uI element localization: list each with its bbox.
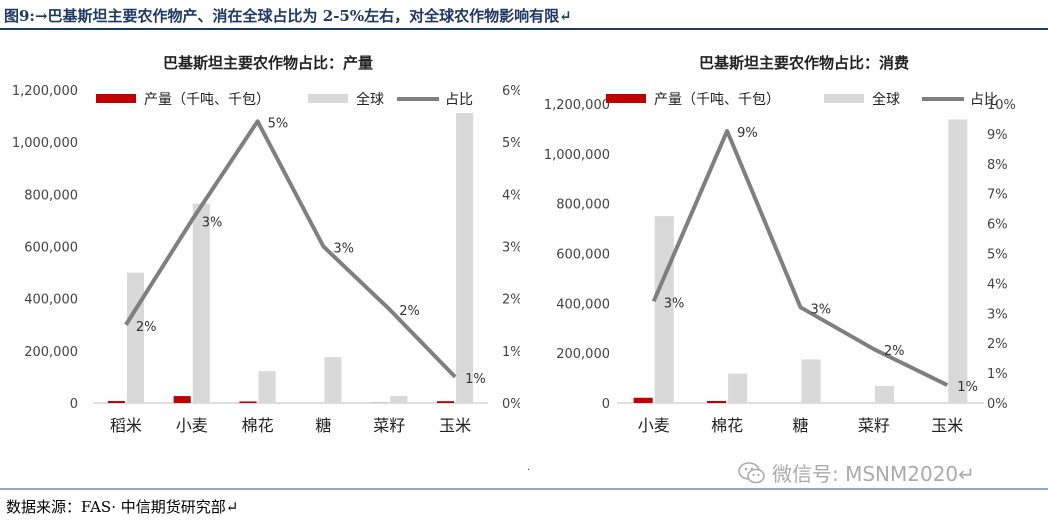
global-bar: [801, 359, 821, 403]
share-data-label: 3%: [811, 302, 832, 317]
left-axis-tick-label: 800,000: [24, 188, 78, 203]
category-label: 棉花: [711, 416, 743, 435]
category-label: 糖: [315, 416, 331, 435]
figure-title: 图9:→巴基斯坦主要农作物产、消在全球占比为 2-5%左右，对全球农作物影响有限…: [4, 7, 572, 25]
category-label: 小麦: [176, 416, 208, 435]
stray-dot: .: [527, 462, 531, 473]
global-bar: [192, 203, 210, 403]
left-axis-tick-label: 400,000: [556, 297, 610, 312]
production-share-chart: 巴基斯坦主要农作物占比：产量 0 200,000 400,000 600,000 800,…: [12, 54, 520, 435]
legend-label: 产量（千吨、千包）: [654, 92, 780, 108]
source-note: 数据来源：FAS· 中信期货研究部↵: [6, 498, 239, 516]
share-line: [124, 119, 457, 379]
category-label: 玉米: [439, 416, 471, 435]
right-axis-tick-label: 9%: [987, 128, 1008, 143]
legend-swatch: [96, 94, 136, 103]
share-data-label: 5%: [268, 116, 289, 131]
share-data-label: 9%: [737, 126, 758, 141]
watermark: 微信号: MSNM2020↵: [738, 458, 975, 487]
left-axis-tick-label: 200,000: [24, 345, 78, 360]
right-axis-tick-label: 10%: [987, 98, 1016, 113]
production-bar: [107, 401, 125, 403]
left-axis-tick-label: 800,000: [556, 198, 610, 213]
share-data-label: 2%: [884, 344, 905, 359]
right-axis-tick-label: 1%: [502, 345, 520, 360]
production-bar: [239, 401, 257, 403]
left-axis-tick-label: 1,200,000: [12, 84, 78, 99]
right-axis-tick-label: 2%: [502, 293, 520, 308]
share-data-label: 3%: [202, 215, 223, 230]
left-axis-tick-label: 1,200,000: [544, 98, 610, 113]
share-data-label: 2%: [136, 320, 157, 335]
global-bar: [948, 119, 968, 403]
production-bar: [173, 396, 191, 403]
legend-swatch: [824, 94, 864, 103]
share-data-label: 1%: [465, 372, 486, 387]
share-data-label: 3%: [333, 242, 354, 257]
right-axis-tick-label: 1%: [987, 367, 1008, 382]
consumption-share-chart: 巴基斯坦主要农作物占比：消费 0 200,000 400,000 600,000 800,…: [544, 54, 1016, 435]
legend-swatch: [606, 94, 646, 103]
right-axis-tick-label: 5%: [502, 136, 520, 151]
right-axis-tick-label: 3%: [987, 307, 1008, 322]
right-axis-tick-label: 0%: [502, 397, 520, 412]
production-bar: [707, 401, 727, 403]
global-bar: [456, 112, 474, 403]
category-label: 小麦: [638, 416, 670, 435]
left-axis-tick-label: 400,000: [24, 293, 78, 308]
global-bar: [874, 386, 894, 403]
legend-label: 全球: [872, 91, 900, 108]
right-axis-tick-label: 8%: [987, 158, 1008, 173]
legend-label: 占比: [970, 92, 998, 108]
left-axis-tick-label: 0: [70, 397, 78, 412]
footer-divider: [0, 488, 1048, 490]
global-bar: [126, 272, 145, 403]
figure-header: 图9:→巴基斯坦主要农作物产、消在全球占比为 2-5%左右，对全球农作物影响有限…: [0, 0, 1048, 30]
share-data-label: 2%: [399, 304, 420, 319]
right-axis-tick-label: 4%: [502, 188, 520, 203]
share-data-label: 1%: [957, 380, 978, 395]
right-axis-tick-label: 6%: [502, 84, 520, 99]
global-bar: [728, 373, 748, 403]
right-axis-tick-label: 3%: [502, 241, 520, 256]
left-axis-tick-label: 200,000: [556, 347, 610, 362]
chart-title: 巴基斯坦主要农作物占比：产量: [163, 54, 373, 72]
left-axis-tick-label: 600,000: [556, 248, 610, 263]
category-label: 稻米: [110, 416, 142, 435]
wechat-icon: [738, 461, 765, 483]
right-axis-tick-label: 2%: [987, 337, 1008, 352]
global-bar: [258, 371, 276, 403]
category-label: 菜籽: [373, 416, 405, 435]
legend-label: 全球: [356, 91, 384, 108]
legend-label: 占比: [445, 92, 473, 108]
global-bar: [324, 357, 342, 403]
left-axis-tick-label: 1,000,000: [544, 148, 610, 163]
legend-swatch: [308, 94, 348, 103]
category-label: 糖: [792, 416, 808, 435]
right-axis-tick-label: 6%: [987, 218, 1008, 233]
share-line: [651, 128, 949, 387]
chart-title: 巴基斯坦主要农作物占比：消费: [699, 54, 909, 72]
category-label: 菜籽: [858, 416, 890, 435]
legend-label: 产量（千吨、千包）: [144, 92, 270, 108]
global-bar: [390, 395, 408, 403]
category-label: 棉花: [242, 416, 274, 435]
right-axis-tick-label: 0%: [987, 397, 1008, 412]
left-axis-tick-label: 600,000: [24, 241, 78, 256]
right-axis-tick-label: 5%: [987, 248, 1008, 263]
share-data-label: 3%: [664, 296, 685, 311]
right-axis-tick-label: 4%: [987, 277, 1008, 292]
production-bar: [633, 397, 653, 403]
watermark-text: 微信号: MSNM2020↵: [772, 462, 975, 486]
category-label: 玉米: [931, 416, 963, 435]
left-axis-tick-label: 0: [602, 397, 610, 412]
production-bar: [436, 401, 455, 403]
right-axis-tick-label: 7%: [987, 188, 1008, 203]
left-axis-tick-label: 1,000,000: [12, 136, 78, 151]
